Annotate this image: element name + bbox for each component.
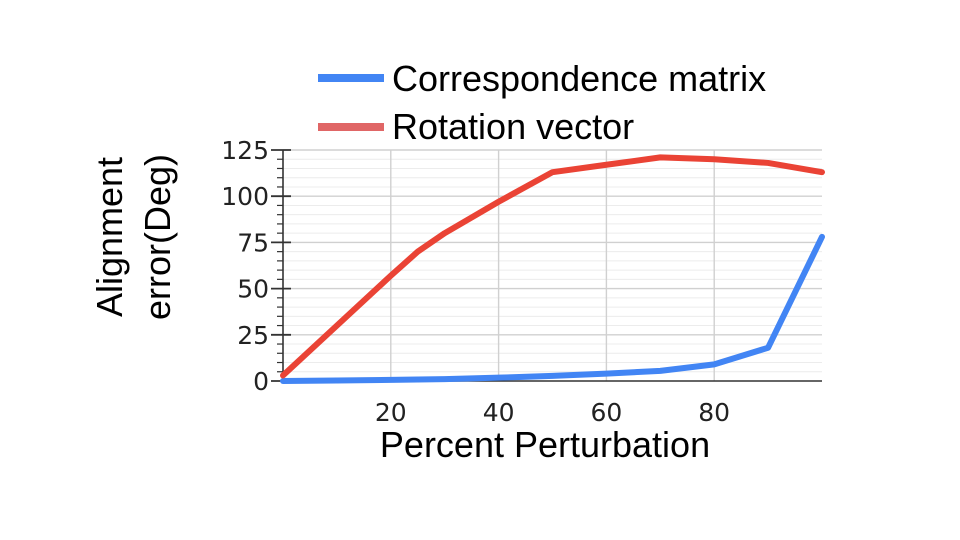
y-tick-label: 0 bbox=[253, 367, 269, 396]
y-tick-label: 125 bbox=[221, 136, 269, 165]
y-axis-title-line1: Alignment bbox=[89, 157, 130, 317]
series-lines bbox=[280, 154, 825, 384]
x-tick-label: 80 bbox=[698, 398, 730, 427]
x-tick-label: 60 bbox=[590, 398, 622, 427]
y-axis-title: Alignment error(Deg) bbox=[89, 154, 178, 320]
legend: Correspondence matrix Rotation vector bbox=[318, 58, 766, 147]
x-tick-label: 40 bbox=[483, 398, 515, 427]
y-tick-label: 100 bbox=[221, 182, 269, 211]
series-line-rotation-vector bbox=[280, 154, 825, 379]
y-tick-label: 50 bbox=[237, 275, 269, 304]
y-tick-label: 25 bbox=[237, 321, 269, 350]
series-line-correspondence-matrix bbox=[280, 233, 825, 384]
y-tick-label: 75 bbox=[237, 228, 269, 257]
tick-labels: 0 25 50 75 100 125 20 40 60 80 bbox=[221, 136, 730, 427]
grid bbox=[283, 149, 822, 381]
legend-label-rotation: Rotation vector bbox=[392, 106, 634, 147]
x-tick-label: 20 bbox=[375, 398, 407, 427]
y-axis-title-line2: error(Deg) bbox=[137, 154, 178, 320]
legend-label-correspondence: Correspondence matrix bbox=[392, 58, 766, 99]
x-axis-title: Percent Perturbation bbox=[380, 424, 710, 465]
axes bbox=[271, 149, 822, 382]
